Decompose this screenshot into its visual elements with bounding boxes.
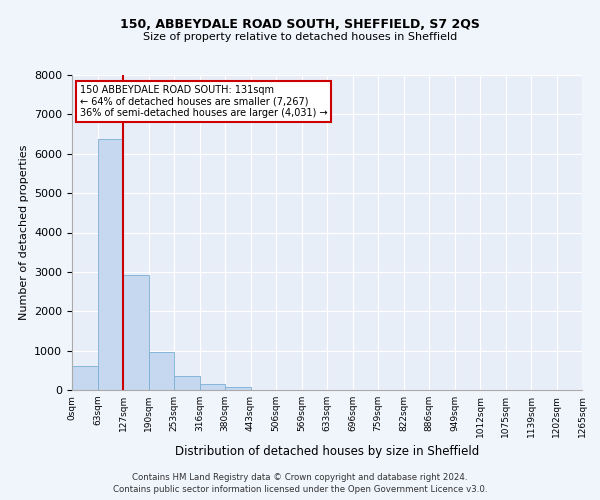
Bar [97,139,123,390]
Bar [199,384,225,390]
Bar [174,376,199,390]
Text: 150 ABBEYDALE ROAD SOUTH: 131sqm
← 64% of detached houses are smaller (7,267)
36: 150 ABBEYDALE ROAD SOUTH: 131sqm ← 64% o… [80,85,327,118]
Text: 150, ABBEYDALE ROAD SOUTH, SHEFFIELD, S7 2QS: 150, ABBEYDALE ROAD SOUTH, SHEFFIELD, S7… [120,18,480,30]
X-axis label: Distribution of detached houses by size in Sheffield: Distribution of detached houses by size … [175,446,479,458]
Bar [72,366,97,390]
Text: Contains public sector information licensed under the Open Government Licence v3: Contains public sector information licen… [113,485,487,494]
Bar [123,275,149,390]
Bar [149,352,174,390]
Bar [225,387,251,390]
Y-axis label: Number of detached properties: Number of detached properties [19,145,29,320]
Text: Size of property relative to detached houses in Sheffield: Size of property relative to detached ho… [143,32,457,42]
Text: Contains HM Land Registry data © Crown copyright and database right 2024.: Contains HM Land Registry data © Crown c… [132,474,468,482]
